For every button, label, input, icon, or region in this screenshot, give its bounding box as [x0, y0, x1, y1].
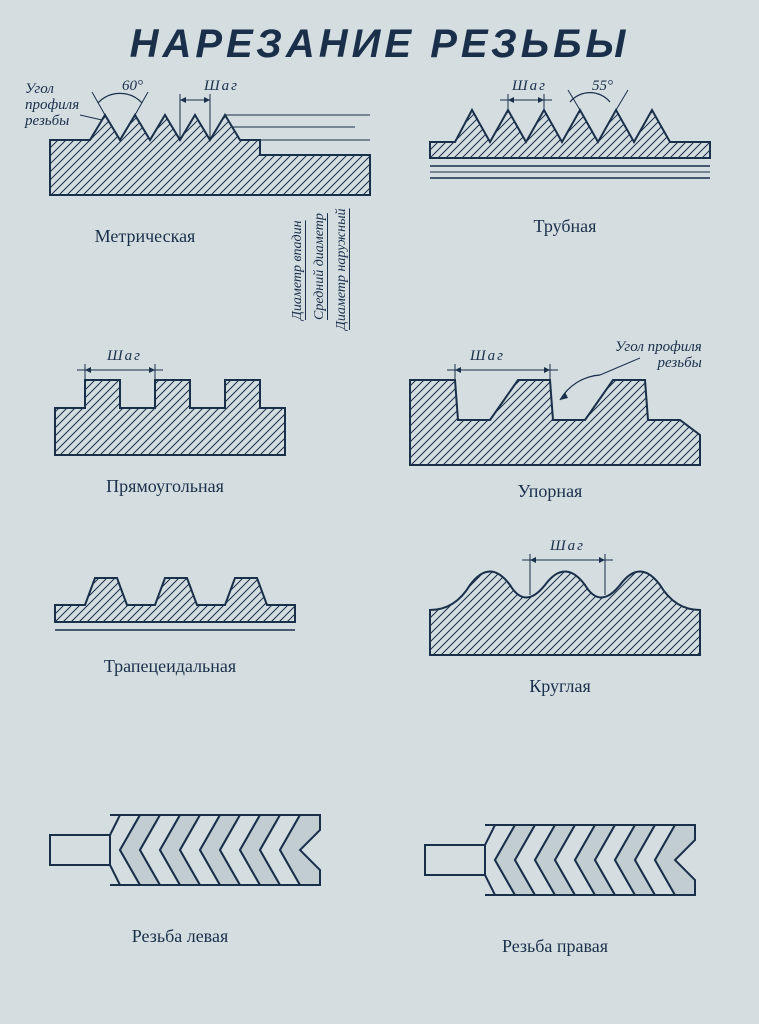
- round-svg: [420, 540, 720, 670]
- angle-label: 60°: [122, 78, 143, 95]
- caption: Трапецеидальная: [45, 656, 295, 677]
- caption: Резьба левая: [45, 926, 315, 947]
- diagram-buttress: Шаг Угол профилярезьбы Упорная: [400, 340, 740, 502]
- left-thread-svg: [45, 780, 335, 920]
- caption: Круглая: [420, 676, 700, 697]
- caption: Резьба правая: [420, 936, 690, 957]
- pipe-svg: [420, 80, 730, 210]
- caption: Трубная: [420, 216, 710, 237]
- pitch-label: Шаг: [107, 348, 142, 365]
- diagram-pipe: Шаг 55° Трубная: [420, 80, 730, 237]
- diagram-right-thread: Резьба правая: [420, 790, 720, 957]
- trap-svg: [45, 560, 315, 650]
- diam-label-1: Диаметр впадин: [290, 170, 306, 320]
- pitch-label: Шаг: [470, 348, 505, 365]
- diam-label-2: Средний диаметр: [312, 170, 328, 320]
- profile-angle-label: Угол профилярезьбы: [615, 340, 702, 372]
- pitch-label: Шаг: [204, 78, 239, 95]
- profile-angle-label: Уголпрофилярезьбы: [25, 82, 79, 129]
- caption: Метрическая: [30, 226, 260, 247]
- angle-label: 55°: [592, 78, 613, 95]
- caption: Прямоугольная: [45, 476, 285, 497]
- diagram-metric: Уголпрофилярезьбы 60° Шаг: [30, 80, 390, 247]
- diagram-trapezoidal: Трапецеидальная: [45, 560, 325, 677]
- rect-svg: [45, 350, 315, 470]
- right-thread-svg: [420, 790, 710, 930]
- diagram-round: Шаг Круглая: [420, 540, 730, 697]
- diagram-left-thread: Резьба левая: [45, 780, 345, 947]
- diam-label-3: Диаметр наружный: [334, 170, 350, 330]
- pitch-label: Шаг: [550, 538, 585, 555]
- page-title: НАРЕЗАНИЕ РЕЗЬБЫ: [0, 0, 759, 67]
- pitch-label: Шаг: [512, 78, 547, 95]
- caption: Упорная: [400, 481, 700, 502]
- diagram-rectangular: Шаг Прямоугольная: [45, 350, 325, 497]
